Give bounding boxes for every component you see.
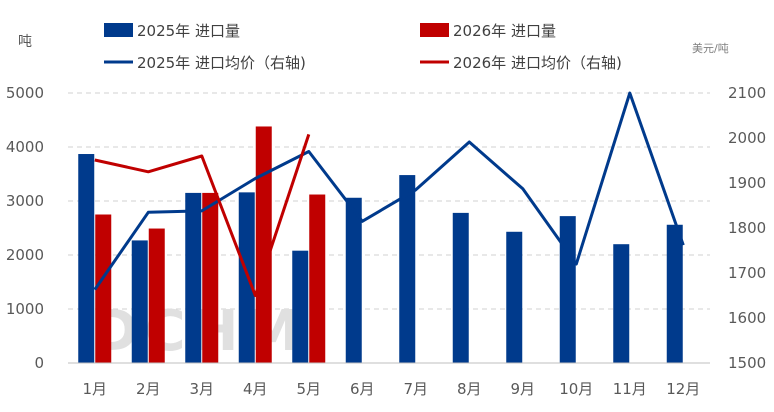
right-tick-label: 1500 [728,354,766,372]
bar-2025 [292,250,309,363]
bar-2026 [148,228,165,363]
bar-2025 [131,240,148,363]
bar-2025 [666,224,683,363]
right-tick-label: 1800 [728,219,766,237]
right-tick-label: 1900 [728,174,766,192]
right-tick-label: 2100 [728,84,766,102]
legend-label: 2025年 进口均价（右轴) [137,54,306,72]
x-tick-label: 9月 [510,380,535,398]
legend-label: 2025年 进口量 [137,22,240,40]
left-tick-label: 4000 [6,138,44,156]
x-tick-label: 4月 [243,380,268,398]
x-tick-label: 2月 [136,380,161,398]
right-tick-label: 1600 [728,309,766,327]
bar-2025 [185,192,202,363]
right-tick-label: 1700 [728,264,766,282]
left-tick-label: 1000 [6,300,44,318]
x-tick-label: 5月 [296,380,321,398]
left-tick-label: 3000 [6,192,44,210]
bar-2025 [559,216,576,363]
x-tick-label: 10月 [559,380,593,398]
x-tick-label: 11月 [613,380,647,398]
right-tick-label: 2000 [728,129,766,147]
left-tick-label: 0 [34,354,44,372]
bar-2025 [613,244,630,363]
left-tick-label: 5000 [6,84,44,102]
bar-2025 [506,231,523,363]
bar-2026 [309,194,326,363]
legend: 2025年 进口量 2026年 进口量 2025年 进口均价（右轴) 2026年 进口… [104,22,622,72]
line-2025 [93,91,685,291]
bar-2026 [255,126,272,363]
bar-2025 [78,154,95,363]
right-axis-unit: 美元/吨 [692,42,729,55]
left-axis-unit: 吨 [18,34,32,50]
legend-swatch [104,23,133,37]
bar-2025 [238,192,255,363]
bar-2026 [202,192,219,363]
x-tick-label: 7月 [403,380,428,398]
x-tick-label: 6月 [350,380,375,398]
line-series [93,91,685,297]
legend-swatch [420,23,449,37]
x-tick-label: 3月 [189,380,214,398]
bar-2026 [95,214,112,363]
x-tick-label: 1月 [82,380,107,398]
bar-2025 [345,197,362,363]
axes: 0 1000 2000 3000 4000 5000 1500 1600 1700 1800 190… [6,84,766,398]
x-tick-label: 8月 [457,380,482,398]
legend-label: 2026年 进口均价（右轴) [453,54,622,72]
line-2026 [94,133,311,297]
bar-2025 [452,212,469,363]
gridlines [68,92,710,310]
legend-label: 2026年 进口量 [453,22,556,40]
x-tick-label: 12月 [666,380,700,398]
left-tick-label: 2000 [6,246,44,264]
bar-series [78,126,683,363]
bar-2025 [399,175,416,363]
